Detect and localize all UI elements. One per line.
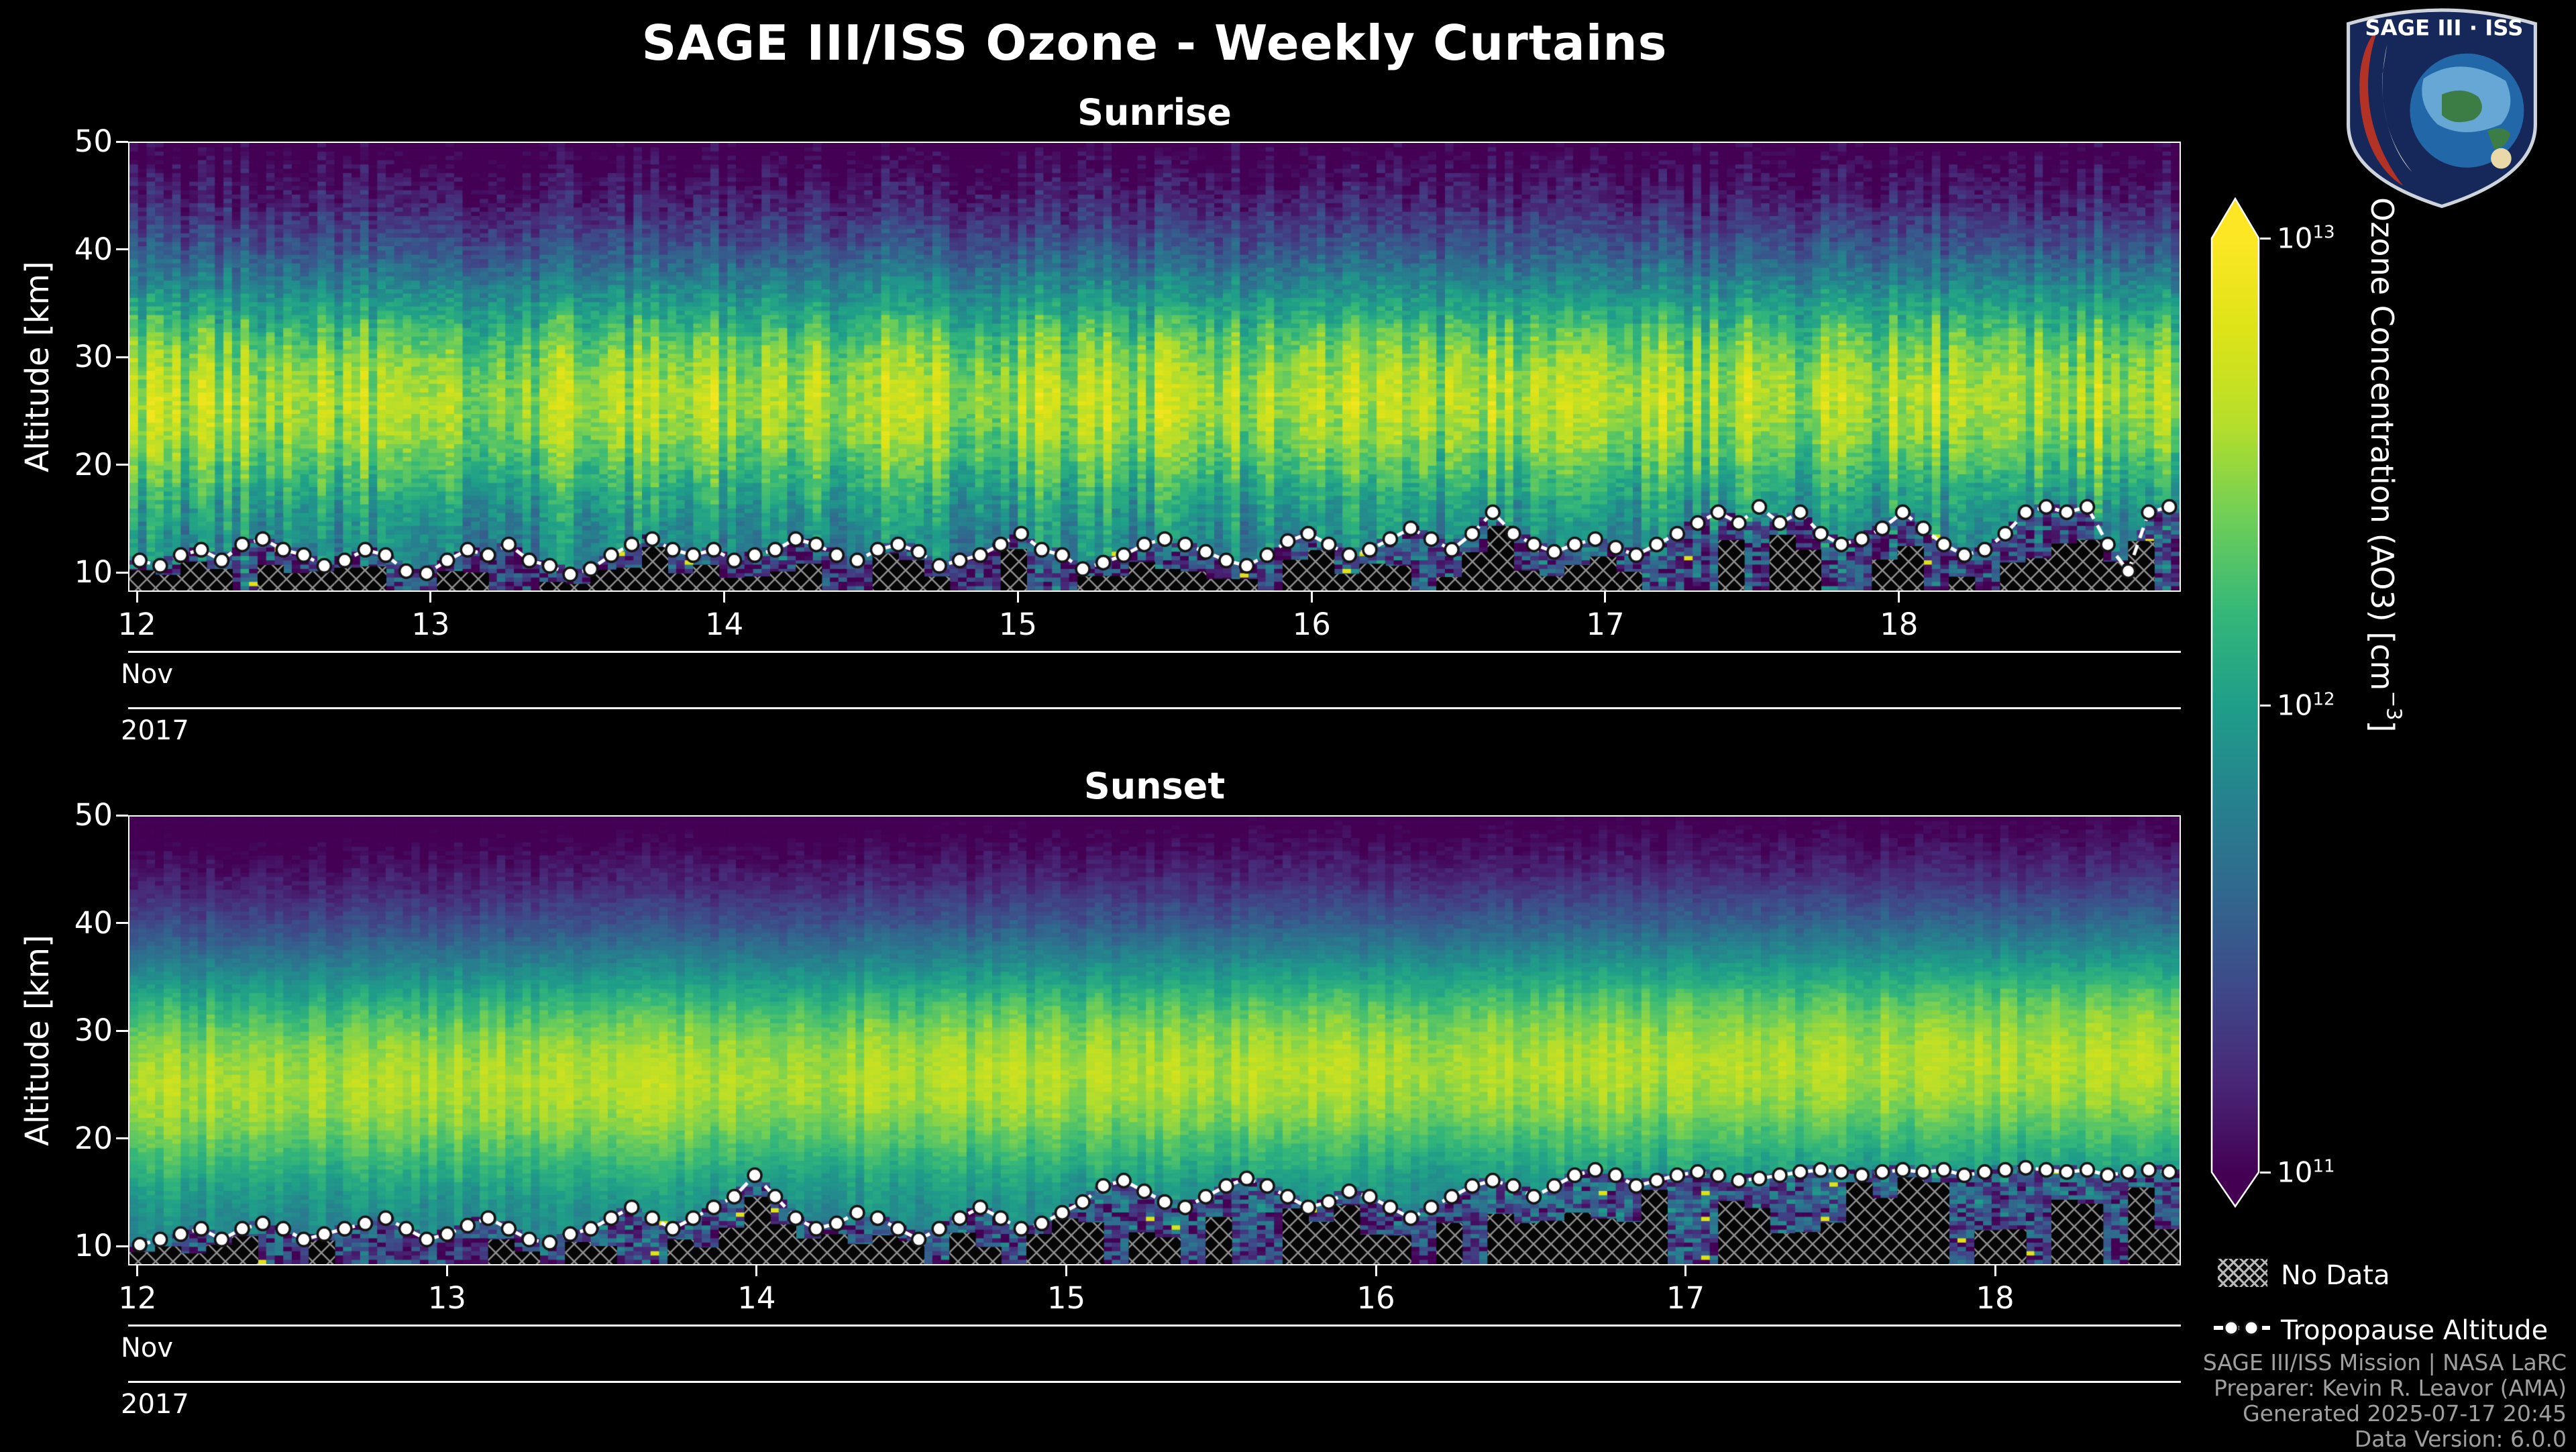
sage-iss-logo: SAGE III · ISS (2347, 8, 2537, 209)
logo-moon (2491, 148, 2512, 169)
colorbar-tick-mark (2260, 237, 2271, 240)
y-tick-mark (116, 1137, 128, 1140)
legend-tropopause-label: Tropopause Altitude (2281, 1315, 2548, 1346)
date-axis-line (128, 1381, 2181, 1383)
y-axis-label-sunset: Altitude [km] (19, 935, 56, 1146)
x-tick-mark (1898, 592, 1900, 603)
x-tick-mark (1604, 592, 1607, 603)
credit-line-generated: Generated 2025-07-17 20:45 (2243, 1400, 2567, 1427)
y-tick-label: 20 (74, 1120, 113, 1156)
colorbar-gradient (2210, 197, 2260, 1208)
credit-line-mission: SAGE III/ISS Mission | NASA LaRC (2202, 1349, 2567, 1376)
y-tick-mark (116, 356, 128, 358)
no-data-hatch-icon (2218, 1259, 2267, 1287)
colorbar-label-exponent: −3 (2381, 690, 2406, 721)
logo-continent (2442, 90, 2482, 123)
y-tick-mark (116, 1029, 128, 1032)
heatmap-panel-sunset (128, 815, 2181, 1265)
y-tick-mark (116, 922, 128, 925)
credits: SAGE III/ISS Mission | NASA LaRC Prepare… (2203, 1350, 2567, 1452)
y-axis-label-sunrise: Altitude [km] (19, 261, 56, 472)
x-tick-mark (1310, 592, 1313, 603)
x-tick-mark (755, 1265, 758, 1276)
x-tick-label: 17 (1586, 607, 1625, 642)
y-tick-mark (116, 571, 128, 574)
y-tick-label: 30 (74, 1013, 113, 1049)
x-tick-mark (1065, 1265, 1067, 1276)
y-tick-label: 50 (74, 797, 113, 833)
x-tick-label: 15 (1046, 1280, 1086, 1316)
x-tick-mark (136, 1265, 139, 1276)
colorbar-label-suffix: ] (2364, 720, 2400, 733)
x-tick-mark (1016, 592, 1019, 603)
panel-title-sunrise: Sunrise (1077, 91, 1232, 134)
x-tick-mark (1684, 1265, 1687, 1276)
colorbar-label-text: Ozone Concentration (AO3) [cm (2364, 197, 2400, 691)
y-tick-label: 40 (74, 904, 113, 941)
date-axis-line (128, 1325, 2181, 1327)
date-axis-line (128, 707, 2181, 709)
x-tick-label: 12 (117, 607, 156, 642)
y-tick-mark (116, 140, 128, 143)
year-label: 2017 (121, 715, 189, 746)
colorbar (2210, 197, 2260, 1208)
month-label: Nov (121, 659, 174, 690)
legend-no-data-label: No Data (2281, 1260, 2390, 1291)
y-tick-label: 50 (74, 123, 113, 159)
y-tick-label: 40 (74, 231, 113, 267)
date-axis-line (128, 651, 2181, 653)
figure-title: SAGE III/ISS Ozone - Weekly Curtains (641, 15, 1668, 71)
logo-continent (2487, 127, 2510, 150)
x-tick-mark (429, 592, 432, 603)
colorbar-tick-label: 1011 (2277, 1155, 2335, 1189)
x-tick-mark (1375, 1265, 1377, 1276)
credit-line-version: Data Version: 6.0.0 (2354, 1426, 2567, 1452)
colorbar-tick-mark (2260, 1171, 2271, 1174)
y-tick-mark (116, 814, 128, 817)
x-tick-label: 14 (705, 607, 744, 642)
y-tick-label: 30 (74, 339, 113, 375)
x-tick-label: 15 (998, 607, 1038, 642)
colorbar-tick-label: 1012 (2277, 688, 2335, 722)
x-tick-mark (1994, 1265, 1996, 1276)
x-tick-label: 12 (118, 1280, 157, 1316)
x-tick-label: 13 (427, 1280, 467, 1316)
year-label: 2017 (121, 1389, 189, 1420)
x-tick-label: 17 (1666, 1280, 1705, 1316)
y-tick-label: 10 (74, 1228, 113, 1264)
x-tick-mark (723, 592, 726, 603)
y-tick-mark (116, 248, 128, 251)
heatmap-canvas-sunrise (129, 143, 2180, 590)
heatmap-panel-sunrise (128, 142, 2181, 592)
colorbar-tick-label: 1013 (2277, 221, 2335, 255)
x-tick-label: 18 (1880, 607, 1919, 642)
tropopause-line-icon (2214, 1320, 2270, 1336)
x-tick-mark (136, 592, 138, 603)
credit-line-preparer: Preparer: Kevin R. Leavor (AMA) (2214, 1375, 2567, 1401)
colorbar-label: Ozone Concentration (AO3) [cm−3] (2364, 197, 2405, 1208)
y-tick-mark (116, 1245, 128, 1247)
x-tick-label: 16 (1356, 1280, 1395, 1316)
x-tick-label: 13 (411, 607, 450, 642)
panel-title-sunset: Sunset (1083, 765, 1226, 807)
colorbar-tick-mark (2260, 704, 2271, 707)
heatmap-canvas-sunset (129, 817, 2180, 1264)
y-tick-label: 20 (74, 446, 113, 482)
x-tick-label: 14 (737, 1280, 776, 1316)
x-tick-label: 18 (1976, 1280, 2015, 1316)
x-tick-label: 16 (1292, 607, 1331, 642)
logo-title: SAGE III · ISS (2365, 15, 2523, 41)
y-tick-label: 10 (74, 554, 113, 590)
y-tick-mark (116, 464, 128, 466)
month-label: Nov (121, 1333, 174, 1363)
logo-figure (2359, 28, 2404, 186)
x-tick-mark (445, 1265, 448, 1276)
